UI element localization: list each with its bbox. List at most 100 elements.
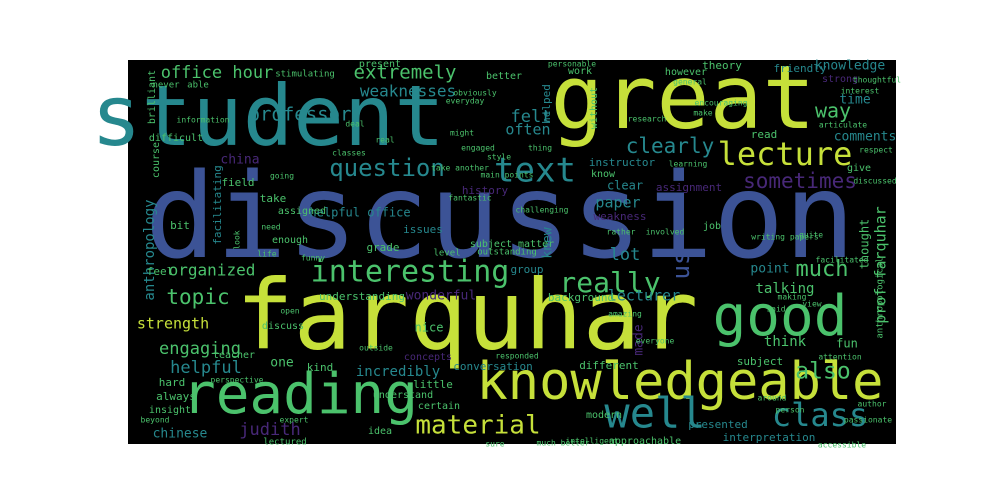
word-without: without [589,87,600,129]
word-sure: sure [485,440,504,449]
word-modern: modern [586,410,622,421]
word-learning: learning [669,160,708,169]
word-engaging: engaging [159,339,241,359]
word-look: look [233,230,242,249]
word-material: material [415,411,540,441]
word-judith: judith [239,420,300,440]
word-field: field [221,176,254,189]
word-personable: personable [548,60,596,69]
word-concepts: concepts [404,352,452,363]
word-class: class [772,396,868,434]
word-read: read [751,128,778,141]
word-outside: outside [359,344,393,353]
word-helped: helped [540,84,553,124]
word-much-better: much better [537,439,590,448]
word-farquhar: farquhar [236,259,698,371]
word-style: style [487,153,511,162]
word-well: well [604,389,705,438]
word-always: always [156,390,196,403]
word-time: time [839,93,870,108]
word-often: often [505,121,550,139]
word-interesting: interesting [311,255,510,290]
word-office-hour: office hour [161,63,274,83]
word-quite: quite [799,231,823,240]
word-lecturer: lecturer [608,287,680,305]
word-presented: presented [688,418,748,431]
word-thought: thought [858,219,872,270]
word-going: going [270,172,294,181]
word-better: better [486,71,522,82]
word-made: made [632,324,647,355]
word-enough: enough [272,235,308,246]
word-however: however [665,67,707,78]
word-perspective: perspective [211,376,264,385]
word-great: great [551,46,816,149]
word-anthropology: anthropology [142,199,158,300]
word-background: background [548,291,614,304]
word-feel: feel [147,265,174,278]
word-good: good [713,284,848,349]
word-cloud-background [128,60,896,444]
word-talking: talking [755,281,814,297]
word-involved: involved [646,228,685,237]
word-discussion: discussion [145,147,855,285]
word-engaged: engaged [461,144,495,153]
word-respect: respect [859,146,893,155]
word-grade: grade [366,241,399,254]
word-around: around [758,394,787,403]
word-facilitated: facilitated [816,256,869,265]
word-subject: subject [737,355,783,368]
word-knowledge: knowledge [815,59,886,74]
word-understanding: understanding [319,290,405,303]
word-anthropological: anthropological [876,257,886,338]
word-clear: clear [607,179,643,193]
word-discussed: discussed [853,177,897,186]
word-take: take [260,192,287,205]
word-clearly: clearly [626,134,715,158]
word-hard: hard [159,376,186,389]
word-lecture: lecture [718,135,853,173]
word-brilliant: brilliant [147,70,158,124]
word-comments: comments [834,130,897,145]
word-information: information [177,116,230,125]
word-open: open [280,307,299,316]
word-everyone: everyone [636,337,675,346]
word-job: job [703,221,721,232]
word-point: point [750,262,789,277]
word-deal: deal [345,120,364,129]
word-idea: idea [368,426,392,437]
word-theory: theory [702,59,742,72]
word-classes: classes [332,149,366,158]
word-instructor: instructor [589,156,656,169]
word-history: history [462,184,509,197]
word-encouraging: encouraging [695,99,748,108]
word-everyday: everyday [446,97,485,106]
word-little: little [413,378,453,391]
word-issues: issues [403,223,443,236]
word-felt: felt [511,107,552,127]
word-also: also [795,359,850,385]
word-weakness: weakness [594,210,647,223]
word-work: work [568,66,592,77]
word-conversation: conversation [453,360,532,373]
word-teacher: teacher [213,350,255,361]
word-able: able [187,81,209,91]
word-topic: topic [166,285,229,309]
word-said: said [766,305,785,314]
word-level: level [433,249,460,259]
word-take-another: take another [431,164,489,173]
word-difficult: difficult [149,133,203,144]
word-organized: organized [169,261,256,280]
word-accessible: accessible [818,441,866,450]
word-research: research [628,115,667,124]
word-knew: knew [541,227,556,258]
word-understand: understand [373,390,433,401]
word-subject-matter: subject matter [470,239,554,250]
word-one: one [270,356,294,371]
word-certain: certain [418,401,460,412]
word-rather: rather [607,228,636,237]
word-attention: attention [818,353,862,362]
word-bit: bit [170,219,190,232]
word-real: real [375,136,394,145]
